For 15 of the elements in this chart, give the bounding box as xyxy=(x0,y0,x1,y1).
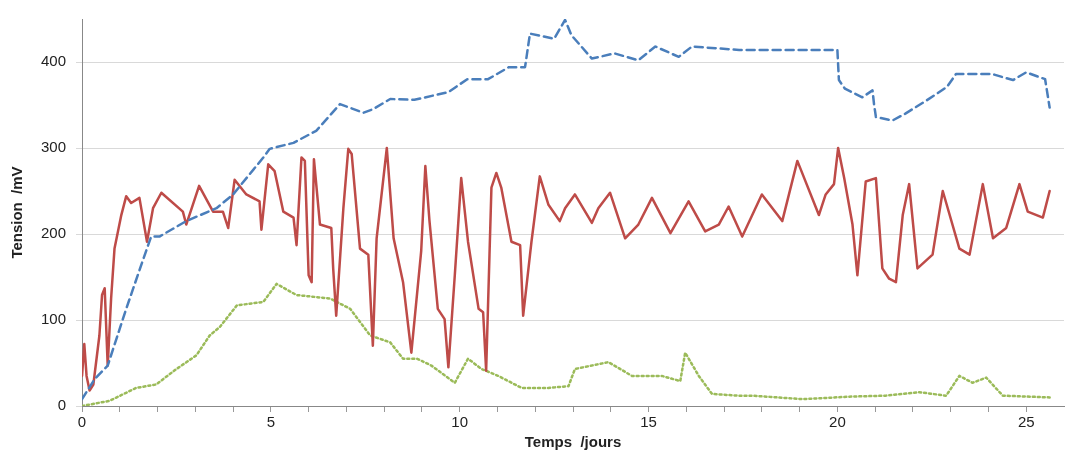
x-tick-label: 10 xyxy=(451,413,469,431)
y-tick-label: 400 xyxy=(41,52,67,70)
line-series xyxy=(82,282,1051,406)
x-tick-label: 15 xyxy=(640,413,657,431)
x-tick-label: 0 xyxy=(77,413,87,431)
y-tick-label: 300 xyxy=(41,138,67,156)
y-tick-label: 100 xyxy=(41,310,67,328)
y-tick-label: 0 xyxy=(57,396,67,414)
x-axis-title: Temps /jours xyxy=(524,433,622,451)
x-tick-label: 5 xyxy=(266,413,276,431)
x-tick-label: 25 xyxy=(1017,413,1035,431)
y-axis-title: Tension /mV xyxy=(8,166,26,259)
line-series xyxy=(82,19,1051,401)
y-tick-label: 200 xyxy=(41,224,67,242)
x-tick-label: 20 xyxy=(829,413,846,431)
